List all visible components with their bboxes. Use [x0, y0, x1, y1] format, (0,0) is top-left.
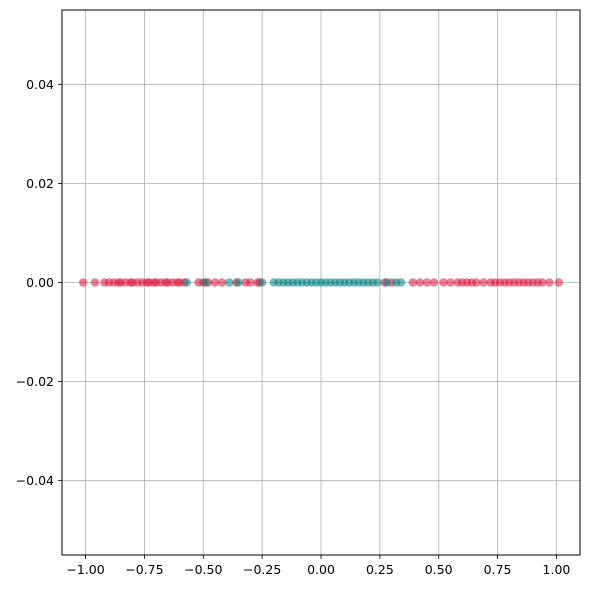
scatter-point-series-0 [422, 278, 432, 287]
x-tick-label: −0.75 [125, 562, 163, 577]
scatter-point-series-0 [246, 278, 255, 287]
scatter-point-series-0 [210, 278, 220, 287]
scatter-point-series-1 [257, 278, 267, 287]
scatter-point-series-1 [234, 278, 243, 287]
y-axis: −0.04 −0.02 0.00 0.02 0.04 [16, 77, 62, 488]
y-tick-label: 0.02 [26, 176, 54, 191]
scatter-point-series-1 [396, 278, 406, 287]
x-tick-label: 0.00 [307, 562, 335, 577]
y-tick-label: 0.00 [26, 275, 54, 290]
y-tick-label: −0.02 [16, 374, 54, 389]
scatter-point-series-1 [182, 278, 191, 287]
y-tick-label: 0.04 [26, 77, 54, 92]
x-tick-label: 1.00 [543, 562, 571, 577]
scatter-point-series-0 [439, 278, 448, 287]
x-tick-label: 0.50 [425, 562, 453, 577]
scatter-point-series-0 [554, 278, 564, 287]
y-tick-label: −0.04 [16, 473, 54, 488]
scatter-point-series-0 [429, 278, 439, 287]
scatter-point-series-0 [479, 278, 488, 287]
scatter-point-series-0 [415, 278, 425, 287]
x-tick-label: 0.75 [484, 562, 512, 577]
x-axis: −1.00 −0.75 −0.50 −0.25 0.00 0.25 0.50 0.75 1.00 [66, 555, 570, 577]
scatter-point-series-0 [78, 278, 88, 287]
x-tick-label: −0.25 [243, 562, 281, 577]
scatter-point-series-0 [545, 278, 554, 287]
scatter-point-series-0 [446, 278, 455, 287]
scatter-point-series-1 [382, 278, 392, 287]
scatter-point-series-0 [90, 278, 100, 287]
scatter-point-series-0 [408, 278, 418, 287]
scatter-point-series-0 [472, 278, 481, 287]
x-tick-label: −1.00 [66, 562, 104, 577]
x-tick-label: −0.50 [184, 562, 222, 577]
scatter-point-series-1 [201, 278, 210, 287]
scatter-point-series-0 [217, 278, 227, 287]
scatter-point-series-1 [224, 278, 234, 287]
x-tick-label: 0.25 [366, 562, 394, 577]
data-points [78, 278, 564, 287]
scatter-point-series-1 [373, 278, 382, 287]
scatter-point-series-0 [538, 278, 547, 287]
